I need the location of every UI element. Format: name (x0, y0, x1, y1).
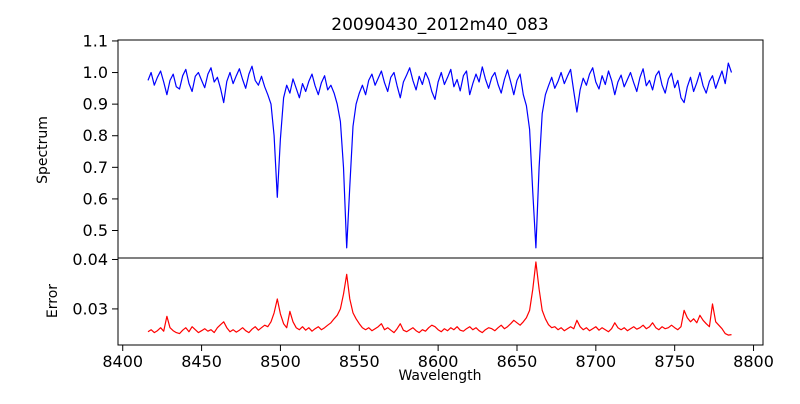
y-tick-label: 0.04 (72, 250, 108, 269)
y-tick-label: 1.0 (83, 63, 108, 82)
y-tick-label: 0.8 (83, 126, 108, 145)
y-tick-label: 0.7 (83, 158, 108, 177)
y-tick-label: 0.9 (83, 95, 108, 114)
x-tick-label: 8600 (418, 352, 459, 371)
top-axes-frame (117, 39, 764, 259)
y-tick-label: 0.03 (72, 299, 108, 318)
chart-title: 20090430_2012m40_083 (331, 15, 548, 35)
top-axes-panel: 0.5 0.6 0.7 0.8 0.9 1.0 1.1 Spectrum (35, 31, 764, 259)
x-tick-label: 8800 (733, 352, 774, 371)
spectrum-y-axis-label: Spectrum (35, 116, 51, 184)
y-tick-label: 1.1 (83, 31, 108, 50)
bottom-axes-frame (117, 257, 764, 346)
x-tick-label: 8450 (181, 352, 222, 371)
x-tick-label: 8550 (339, 352, 380, 371)
bottom-axes-panel: 0.03 0.04 8400 8450 8500 8550 8600 8650 8700 875… (45, 250, 774, 384)
x-tick-label: 8500 (260, 352, 301, 371)
x-tick-label: 8650 (497, 352, 538, 371)
y-tick-label: 0.6 (83, 189, 108, 208)
x-tick-label: 8400 (102, 352, 143, 371)
x-axis-label: Wavelength (398, 368, 481, 384)
bottom-y-ticks: 0.03 0.04 (72, 250, 118, 318)
top-y-ticks: 0.5 0.6 0.7 0.8 0.9 1.0 1.1 (83, 31, 118, 240)
x-tick-label: 8750 (654, 352, 695, 371)
y-tick-label: 0.5 (83, 221, 108, 240)
spectrum-line (147, 62, 733, 249)
x-ticks: 8400 8450 8500 8550 8600 8650 8700 8750 8800 (102, 345, 774, 371)
error-y-axis-label: Error (45, 284, 61, 318)
x-tick-label: 8700 (575, 352, 616, 371)
error-line (147, 261, 732, 336)
